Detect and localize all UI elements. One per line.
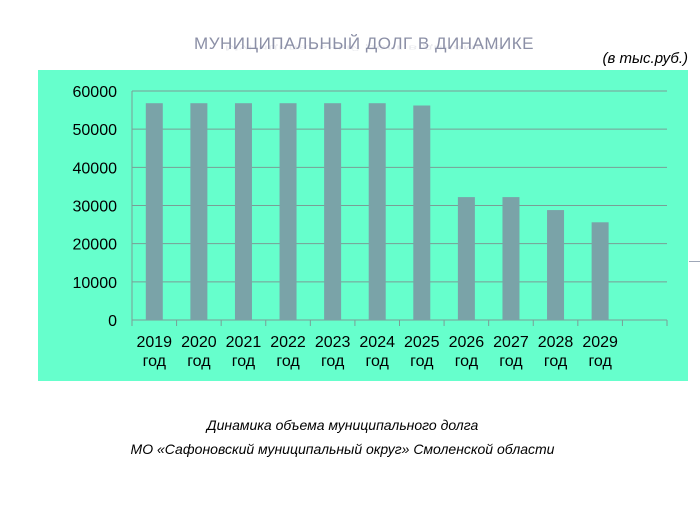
bar-9 [547,210,565,320]
slide-title: Муниципальный долг в динамике [194,34,534,53]
y-tick-label-4: 40000 [73,160,118,177]
y-tick-label-6: 60000 [73,84,118,101]
chart-area: 0 10000 20000 30000 40000 50000 60000 2019 год 20… [38,70,688,381]
chart-caption-line2: МО «Сафоновский муниципальный округ» Смо… [130,441,555,457]
chart-caption-line1: Динамика объема муниципального долга [206,417,479,433]
y-tick-label-0: 0 [108,313,117,330]
bar-7 [457,197,475,320]
y-tick-label-2: 20000 [73,237,118,254]
decorative-line [689,261,700,262]
bar-1 [190,103,208,320]
x-tick-label-5: 2024 год [359,334,395,370]
bar-10 [591,222,609,320]
y-tick-label-1: 10000 [73,275,118,292]
bar-5 [368,103,386,320]
x-tick-label-3: 2022 год [270,334,306,370]
units-label: (в тыс.руб.) [602,50,688,67]
x-tick-label-8: 2027 год [493,334,529,370]
y-tick-label-5: 50000 [73,122,118,139]
y-tick-label-3: 30000 [73,199,118,216]
x-tick-label-6: 2025 год [404,334,440,370]
bar-6 [413,105,431,321]
bar-2 [234,103,252,320]
bar-3 [279,103,297,320]
bar-4 [324,103,342,320]
bar-8 [502,197,520,320]
x-tick-label-2: 2021 год [226,334,262,370]
bar-0 [145,103,163,320]
x-tick-label-7: 2026 год [449,334,485,370]
x-tick-label-1: 2020 год [181,334,217,370]
x-tick-label-10: 2029 год [582,334,618,370]
x-tick-label-0: 2019 год [136,334,172,370]
x-tick-label-4: 2023 год [315,334,351,370]
x-tick-label-9: 2028 год [538,334,574,370]
